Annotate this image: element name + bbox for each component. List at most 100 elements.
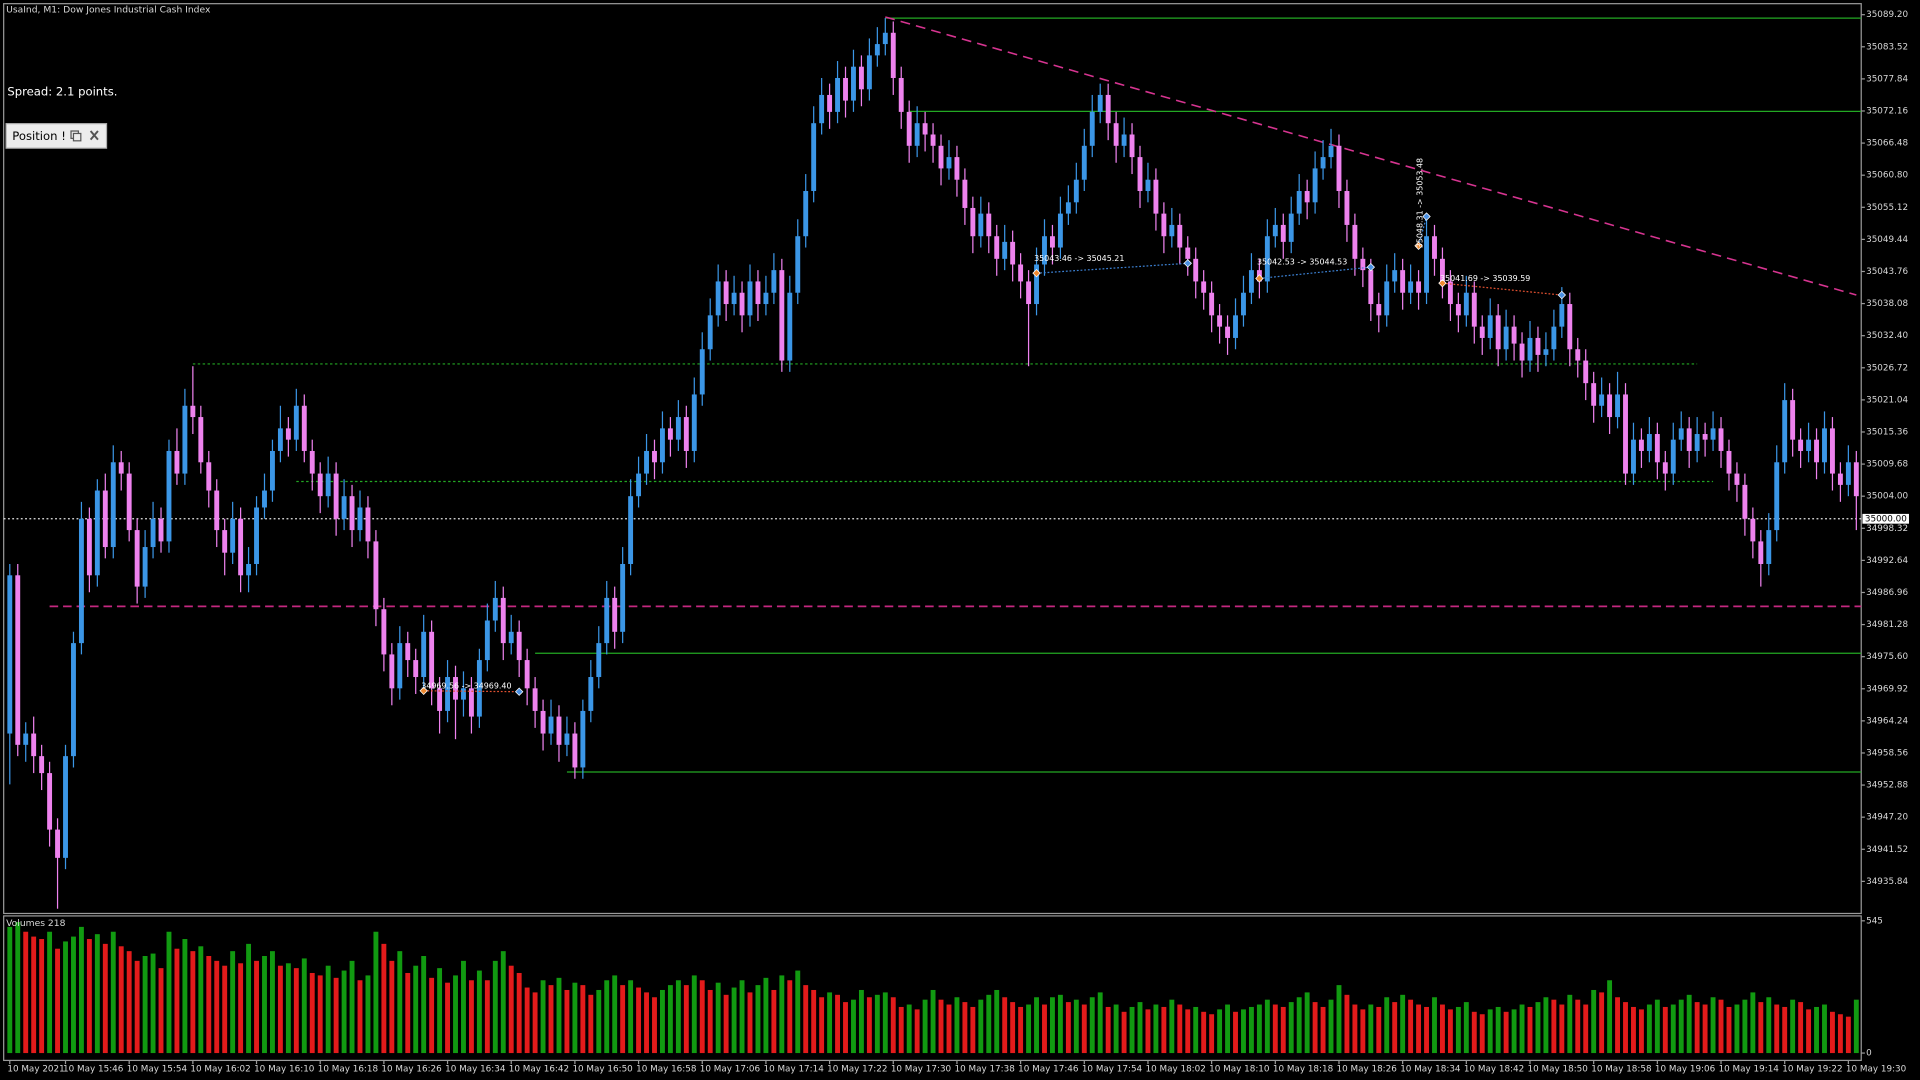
y-tick-label: 35066.48 — [1866, 139, 1908, 149]
volume-bar — [827, 992, 833, 1054]
candle-body — [126, 473, 132, 531]
candle-body — [739, 292, 745, 316]
trade-entry — [1438, 278, 1447, 288]
panel-title[interactable]: Position ! — [12, 129, 66, 143]
volume-bar — [365, 975, 371, 1054]
volume-bar — [1607, 980, 1613, 1054]
volume-bar — [55, 948, 60, 1054]
candle-body — [23, 733, 29, 745]
volume-bar — [1177, 1004, 1183, 1054]
volume-bar — [1304, 992, 1310, 1054]
candle-body — [1424, 236, 1429, 293]
candle-body — [15, 575, 21, 745]
volume-bar — [540, 980, 546, 1054]
volume-bar — [94, 934, 100, 1054]
x-tick-label: 10 May 17:30 — [891, 1064, 952, 1074]
volume-bar — [389, 960, 395, 1054]
volume-bar — [1734, 1004, 1740, 1054]
volume-bar — [819, 997, 825, 1054]
candle-body — [660, 428, 665, 463]
volume-bar — [110, 931, 116, 1054]
volume-bar — [1479, 1014, 1485, 1054]
candle-body — [102, 490, 108, 548]
candle-body — [1718, 428, 1724, 451]
volume-bar — [78, 926, 84, 1054]
volume-bar — [1384, 997, 1390, 1054]
volume-bar — [715, 982, 721, 1054]
candle-body — [1742, 484, 1748, 519]
volume-bar — [1416, 1004, 1422, 1054]
candle-body — [588, 677, 594, 711]
volume-bar — [1519, 1004, 1525, 1054]
volume-bar — [636, 987, 642, 1054]
restore-icon-back[interactable] — [72, 132, 82, 142]
volume-bar — [1678, 999, 1684, 1054]
volume-bar — [1782, 1006, 1788, 1054]
volume-bar — [126, 951, 132, 1054]
volume-bar — [628, 980, 634, 1054]
candle-body — [1209, 292, 1215, 316]
volume-bar — [962, 1002, 968, 1054]
volume-bar — [1758, 1002, 1764, 1054]
volume-bar — [890, 997, 896, 1054]
volume-bar — [986, 994, 992, 1054]
candle-body — [206, 462, 212, 491]
position-panel[interactable]: Position ! — [5, 123, 108, 149]
volume-bar — [954, 997, 960, 1054]
candle-body — [1018, 264, 1024, 282]
candle-body — [110, 462, 116, 548]
trend-line — [885, 16, 1857, 296]
candle-body — [747, 281, 753, 316]
volume-bar — [548, 985, 554, 1054]
bid-label-box — [1862, 513, 1909, 524]
y-tick-label: 35038.08 — [1866, 299, 1908, 309]
volume-bar — [277, 965, 283, 1054]
trade-entry — [1414, 241, 1423, 250]
volume-bar — [723, 994, 729, 1054]
close-icon[interactable] — [89, 130, 99, 141]
volume-bar — [1121, 1011, 1127, 1054]
y-tick-label: 34975.60 — [1866, 652, 1908, 662]
volume-bar — [843, 1002, 848, 1054]
candle-body — [1105, 94, 1111, 124]
candle-body — [1113, 123, 1119, 146]
x-tick-label: 10 May 18:02 — [1146, 1064, 1206, 1074]
candle-body — [962, 179, 968, 208]
volume-bar — [429, 977, 435, 1054]
candle-body — [1137, 157, 1143, 192]
volume-bar — [1312, 1002, 1318, 1054]
candle-body — [604, 597, 610, 644]
volume-bar — [1368, 1004, 1374, 1054]
candle-body — [1455, 304, 1461, 316]
candle-body — [763, 292, 769, 305]
volume-bar — [373, 931, 379, 1054]
volume-bar — [1790, 999, 1796, 1054]
candle-body — [262, 490, 267, 508]
candle-body — [596, 643, 602, 678]
volume-bar — [1376, 1006, 1382, 1054]
candle-body — [333, 473, 339, 519]
candle-body — [421, 631, 427, 678]
volume-bar — [835, 994, 840, 1054]
candle-body — [1535, 337, 1541, 355]
frame — [3, 3, 1862, 1062]
volume-bar — [1774, 1004, 1780, 1054]
candle-body — [1837, 473, 1843, 485]
volume-bar — [572, 982, 578, 1054]
candle-body — [238, 518, 244, 576]
volume-bar — [1623, 1002, 1628, 1054]
volume-bar — [1654, 999, 1660, 1054]
volume-bar — [1432, 997, 1437, 1054]
volume-bar — [1750, 992, 1756, 1054]
volume-bar — [1264, 999, 1270, 1054]
volume-bar — [978, 999, 984, 1054]
volume-bar — [516, 972, 522, 1054]
x-tick-label: 10 May 18:58 — [1591, 1064, 1651, 1074]
candle-body — [365, 507, 371, 542]
volume-bar — [1320, 1006, 1326, 1054]
volume-bar — [1360, 1009, 1366, 1054]
volume-bar — [1352, 1004, 1358, 1054]
panel-box[interactable] — [5, 123, 108, 149]
candle-body — [667, 428, 673, 440]
volume-bar — [1002, 997, 1008, 1054]
